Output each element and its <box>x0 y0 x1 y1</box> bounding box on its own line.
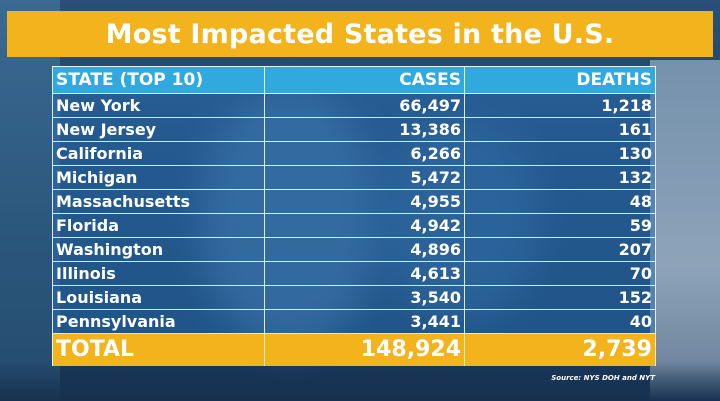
cases-table: STATE (TOP 10) CASES DEATHS New York 66,4… <box>52 66 656 366</box>
row-deaths: 130 <box>465 142 656 166</box>
row-cases: 4,613 <box>265 262 465 286</box>
source-note: Source: NYS DOH and NYT <box>551 374 655 382</box>
row-deaths: 161 <box>465 118 656 142</box>
row-deaths: 207 <box>465 238 656 262</box>
row-state: California <box>52 142 265 166</box>
background-right <box>650 60 720 401</box>
row-state: Illinois <box>52 262 265 286</box>
row-deaths: 1,218 <box>465 94 656 118</box>
table-row: Washington 4,896 207 <box>52 238 656 262</box>
row-cases: 4,955 <box>265 190 465 214</box>
row-state: Michigan <box>52 166 265 190</box>
background-left <box>0 0 60 401</box>
row-cases: 3,441 <box>265 310 465 334</box>
row-cases: 5,472 <box>265 166 465 190</box>
row-deaths: 59 <box>465 214 656 238</box>
row-state: Washington <box>52 238 265 262</box>
total-label: TOTAL <box>52 334 265 366</box>
table-row: California 6,266 130 <box>52 142 656 166</box>
table-row: Florida 4,942 59 <box>52 214 656 238</box>
row-cases: 13,386 <box>265 118 465 142</box>
title-banner: Most Impacted States in the U.S. <box>7 11 713 57</box>
row-state: New Jersey <box>52 118 265 142</box>
row-cases: 4,896 <box>265 238 465 262</box>
table-row: Illinois 4,613 70 <box>52 262 656 286</box>
row-deaths: 40 <box>465 310 656 334</box>
row-cases: 3,540 <box>265 286 465 310</box>
row-deaths: 48 <box>465 190 656 214</box>
header-deaths: DEATHS <box>465 66 656 94</box>
row-cases: 4,942 <box>265 214 465 238</box>
row-cases: 6,266 <box>265 142 465 166</box>
row-deaths: 152 <box>465 286 656 310</box>
row-state: Florida <box>52 214 265 238</box>
page-title: Most Impacted States in the U.S. <box>105 18 615 50</box>
background-floor <box>0 361 720 401</box>
header-cases: CASES <box>265 66 465 94</box>
header-state: STATE (TOP 10) <box>52 66 265 94</box>
table-row: New York 66,497 1,218 <box>52 94 656 118</box>
row-state: Massachusetts <box>52 190 265 214</box>
row-state: Pennsylvania <box>52 310 265 334</box>
row-state: New York <box>52 94 265 118</box>
row-cases: 66,497 <box>265 94 465 118</box>
total-deaths: 2,739 <box>465 334 656 366</box>
total-cases: 148,924 <box>265 334 465 366</box>
table-row: Michigan 5,472 132 <box>52 166 656 190</box>
table-total-row: TOTAL 148,924 2,739 <box>52 334 656 366</box>
row-deaths: 70 <box>465 262 656 286</box>
row-deaths: 132 <box>465 166 656 190</box>
table-row: New Jersey 13,386 161 <box>52 118 656 142</box>
table-row: Louisiana 3,540 152 <box>52 286 656 310</box>
row-state: Louisiana <box>52 286 265 310</box>
table-row: Massachusetts 4,955 48 <box>52 190 656 214</box>
table-row: Pennsylvania 3,441 40 <box>52 310 656 334</box>
table-header-row: STATE (TOP 10) CASES DEATHS <box>52 66 656 94</box>
